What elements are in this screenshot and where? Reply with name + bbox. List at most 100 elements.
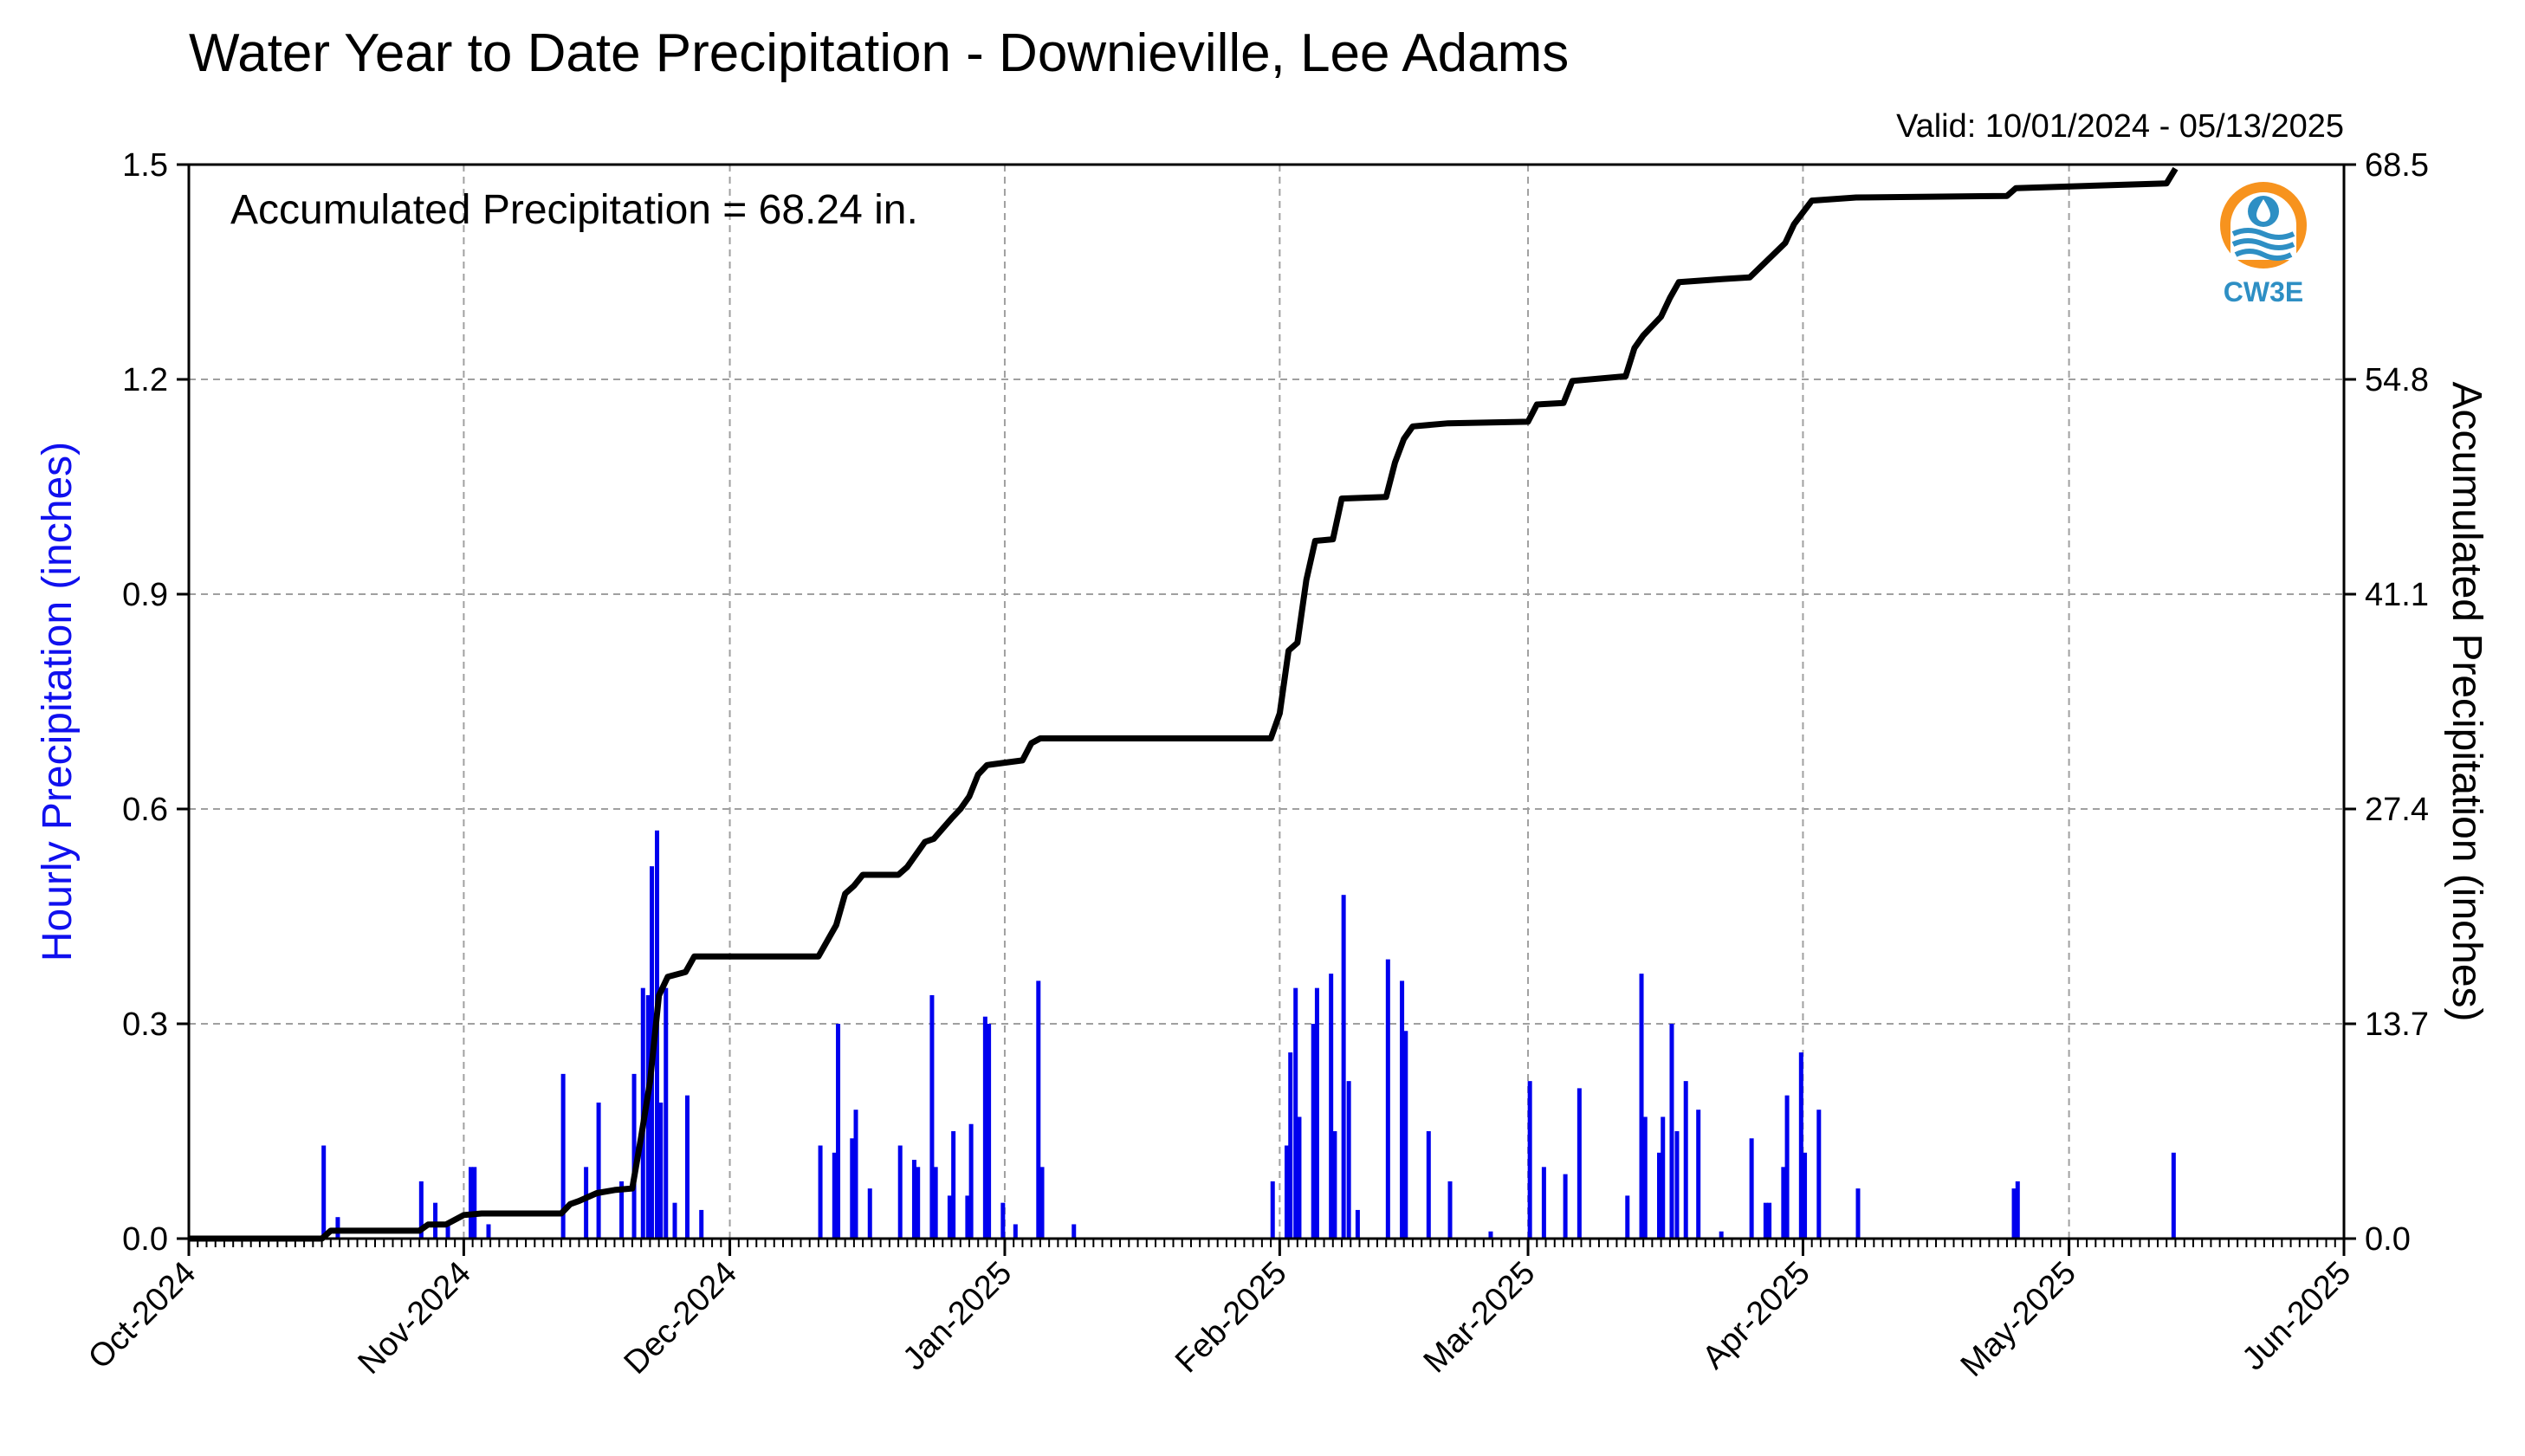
hourly-bar <box>1270 1181 1275 1239</box>
hourly-bar <box>1577 1088 1582 1239</box>
hourly-bar <box>1798 1052 1803 1239</box>
right-axis-label: Accumulated Precipitation (inches) <box>2444 381 2489 1021</box>
logo-text: CW3E <box>2224 276 2303 307</box>
hourly-bar <box>965 1195 970 1239</box>
hourly-bar <box>664 987 669 1239</box>
hourly-bar <box>2171 1152 2176 1239</box>
right-tick-label: 0.0 <box>2365 1221 2411 1258</box>
hourly-bar <box>1674 1131 1680 1239</box>
hourly-bar <box>1719 1231 1724 1239</box>
annotation-accumulated: Accumulated Precipitation = 68.24 in. <box>230 187 918 233</box>
hourly-bar <box>1767 1202 1772 1239</box>
right-tick-label: 54.8 <box>2365 362 2429 398</box>
x-tick-label: Apr-2025 <box>1696 1255 1817 1376</box>
hourly-bar <box>658 1102 664 1239</box>
x-tick-label: Oct-2024 <box>81 1255 203 1376</box>
hourly-bar <box>897 1145 903 1239</box>
hourly-bar <box>818 1145 823 1239</box>
hourly-bar <box>987 1024 992 1239</box>
hourly-bar <box>982 1016 987 1239</box>
hourly-bar <box>853 1110 858 1239</box>
hourly-bar <box>1527 1081 1532 1239</box>
hourly-bar <box>445 1224 450 1239</box>
x-axis-ticks: Oct-2024 Nov-2024 Dec-2024 Jan-2025 Feb-2025… <box>81 1239 2358 1384</box>
left-tick-label: 1.5 <box>122 147 168 184</box>
right-tick-label: 68.5 <box>2365 147 2429 184</box>
hourly-bar <box>832 1152 837 1239</box>
hourly-bar <box>699 1209 704 1239</box>
hourly-bar <box>469 1167 474 1239</box>
left-tick-label: 0.6 <box>122 792 168 828</box>
hourly-bar <box>1314 987 1319 1239</box>
chart-title: Water Year to Date Precipitation - Downi… <box>189 23 1569 83</box>
chart-subtitle: Valid: 10/01/2024 - 05/13/2025 <box>1896 108 2344 145</box>
hourly-bar <box>1072 1224 1077 1239</box>
hourly-bar <box>1816 1110 1822 1239</box>
grid-lines <box>189 165 2344 1239</box>
hourly-bar <box>321 1145 327 1239</box>
hourly-bar <box>1346 1081 1351 1239</box>
x-tick-label: Feb-2025 <box>1169 1255 1294 1381</box>
hourly-bar <box>1781 1167 1786 1239</box>
hourly-bar <box>1000 1202 1006 1239</box>
hourly-bar <box>951 1131 956 1239</box>
hourly-bar <box>1683 1081 1688 1239</box>
hourly-bar <box>1385 959 1390 1239</box>
hourly-bar <box>867 1188 872 1239</box>
cw3e-logo: CW3E <box>2207 180 2320 310</box>
x-tick-label: Jun-2025 <box>2236 1255 2359 1378</box>
left-axis-label: Hourly Precipitation (inches) <box>35 442 81 961</box>
left-tick-label: 0.9 <box>122 577 168 613</box>
hourly-bar <box>1749 1138 1754 1239</box>
hourly-bar <box>619 1181 625 1239</box>
plot-frame <box>187 163 2346 1240</box>
left-tick-label: 0.3 <box>122 1006 168 1043</box>
hourly-bar <box>433 1202 438 1239</box>
hourly-bar <box>1329 974 1334 1239</box>
left-tick-label: 0.0 <box>122 1221 168 1258</box>
hourly-bar <box>1661 1116 1666 1239</box>
hourly-bar <box>1311 1024 1316 1239</box>
hourly-bar <box>1288 1052 1293 1239</box>
hourly-bar <box>1293 987 1298 1239</box>
hourly-bar <box>645 994 651 1239</box>
right-tick-label: 27.4 <box>2365 792 2429 828</box>
hourly-bar <box>1039 1167 1045 1239</box>
right-tick-label: 13.7 <box>2365 1006 2429 1043</box>
hourly-bar <box>1013 1224 1018 1239</box>
hourly-bar <box>929 994 935 1239</box>
x-tick-label: Nov-2024 <box>352 1255 478 1382</box>
hourly-bar <box>1763 1202 1768 1239</box>
accumulated-line <box>189 166 2179 1242</box>
hourly-bar <box>968 1123 974 1239</box>
hourly-bar <box>1784 1095 1790 1239</box>
hourly-bar <box>684 1095 690 1239</box>
left-tick-label: 1.2 <box>122 362 168 398</box>
hourly-bar <box>1284 1145 1289 1239</box>
hourly-bar <box>1488 1231 1493 1239</box>
hourly-bar <box>911 1160 916 1239</box>
hourly-bar <box>836 1024 841 1239</box>
hourly-bar <box>1696 1110 1701 1239</box>
logo-drop-icon <box>2256 199 2270 222</box>
hourly-bar <box>672 1202 677 1239</box>
hourly-bar <box>850 1138 855 1239</box>
hourly-bar <box>1332 1131 1337 1239</box>
hourly-bar <box>560 1073 566 1239</box>
hourly-bar <box>1400 980 1405 1239</box>
hourly-bar <box>1426 1131 1431 1239</box>
hourly-bar <box>1642 1116 1648 1239</box>
hourly-bar <box>472 1167 477 1239</box>
hourly-bar <box>1341 895 1346 1239</box>
left-axis-ticks: 0.0 0.3 0.6 0.9 1.2 1.5 <box>122 147 189 1258</box>
hourly-bar <box>1855 1188 1861 1239</box>
hourly-bar <box>933 1167 938 1239</box>
right-axis-ticks: 0.0 13.7 27.4 41.1 54.8 68.5 <box>2344 147 2429 1258</box>
hourly-bar <box>596 1102 601 1239</box>
hourly-bar <box>1669 1024 1674 1239</box>
hourly-bar <box>631 1073 637 1239</box>
hourly-bar <box>947 1195 952 1239</box>
hourly-bar <box>2011 1188 2017 1239</box>
hourly-bar <box>486 1224 491 1239</box>
